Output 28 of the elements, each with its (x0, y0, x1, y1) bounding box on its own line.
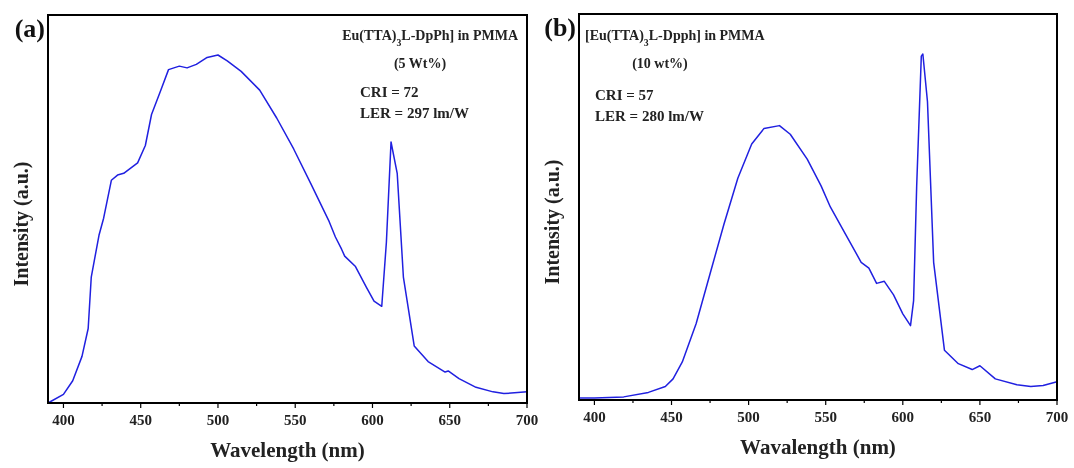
x-tick-label: 500 (206, 412, 230, 428)
x-tick-label: 700 (515, 412, 539, 428)
x-axis-title: Wavelength (nm) (210, 438, 365, 462)
x-tick-label: 450 (129, 412, 152, 428)
annotation: CRI = 72 (360, 84, 419, 100)
annotation: CRI = 57 (595, 87, 655, 103)
x-tick-label: 400 (52, 412, 75, 428)
text: [Eu(TTA)$_{3}$L-Dpph] in PMMA (585, 28, 766, 48)
annotation: LER = 297 lm/W (360, 105, 469, 121)
x-tick-label: 700 (1045, 409, 1069, 425)
annotation: (10 wt%) (632, 56, 689, 72)
y-axis-title: Intensity (a.u.) (541, 159, 564, 285)
x-tick-label: 500 (737, 409, 760, 425)
y-axis-title: Intensity (a.u.) (10, 161, 33, 287)
x-axis-title: Wavalength (nm) (740, 435, 896, 459)
x-tick-label: 400 (583, 409, 606, 425)
x-tick-label: 650 (968, 409, 992, 425)
x-tick-label: 600 (891, 409, 915, 425)
chart-title: (a) (14, 14, 45, 43)
annotation: (5 Wt%) (393, 56, 447, 72)
x-tick-label: 650 (438, 412, 461, 428)
x-tick-label: 550 (814, 409, 837, 425)
x-tick-label: 550 (283, 412, 307, 428)
x-tick-label: 450 (660, 409, 683, 425)
chart-title: (b) (544, 13, 576, 42)
x-tick-label: 600 (361, 412, 384, 428)
text: Eu(TTA)$_{3}$L-DpPh] in PMMA (342, 28, 519, 48)
annotation: LER = 280 lm/W (595, 108, 704, 124)
